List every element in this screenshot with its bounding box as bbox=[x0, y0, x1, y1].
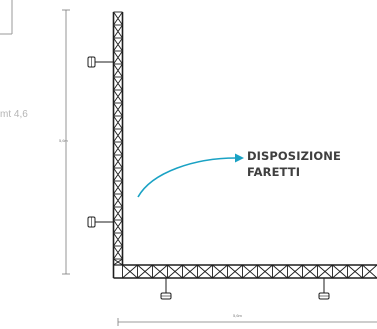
vertical-truss bbox=[112, 11, 124, 278]
curved-arrow-icon bbox=[137, 153, 244, 198]
spotlight-icon bbox=[87, 216, 113, 228]
spotlight-icon bbox=[160, 278, 172, 300]
spotlight-icon bbox=[87, 56, 113, 68]
note-line-2: FARETTI bbox=[247, 165, 301, 179]
vertical-dimension-label: 5,6m bbox=[59, 138, 69, 143]
horizontal-dimension-label: 5,6m bbox=[233, 313, 243, 318]
horizontal-dimension-line bbox=[117, 318, 377, 326]
left-measure-label: mt 4,6 bbox=[0, 109, 28, 120]
vertical-dimension-line bbox=[62, 9, 70, 275]
spotlight-icon bbox=[318, 278, 330, 300]
horizontal-truss bbox=[113, 264, 377, 279]
note-line-1: DISPOSIZIONE bbox=[247, 149, 341, 163]
lighting-layout-note: DISPOSIZIONE FARETTI bbox=[247, 148, 375, 180]
corner-fragment bbox=[0, 0, 13, 35]
